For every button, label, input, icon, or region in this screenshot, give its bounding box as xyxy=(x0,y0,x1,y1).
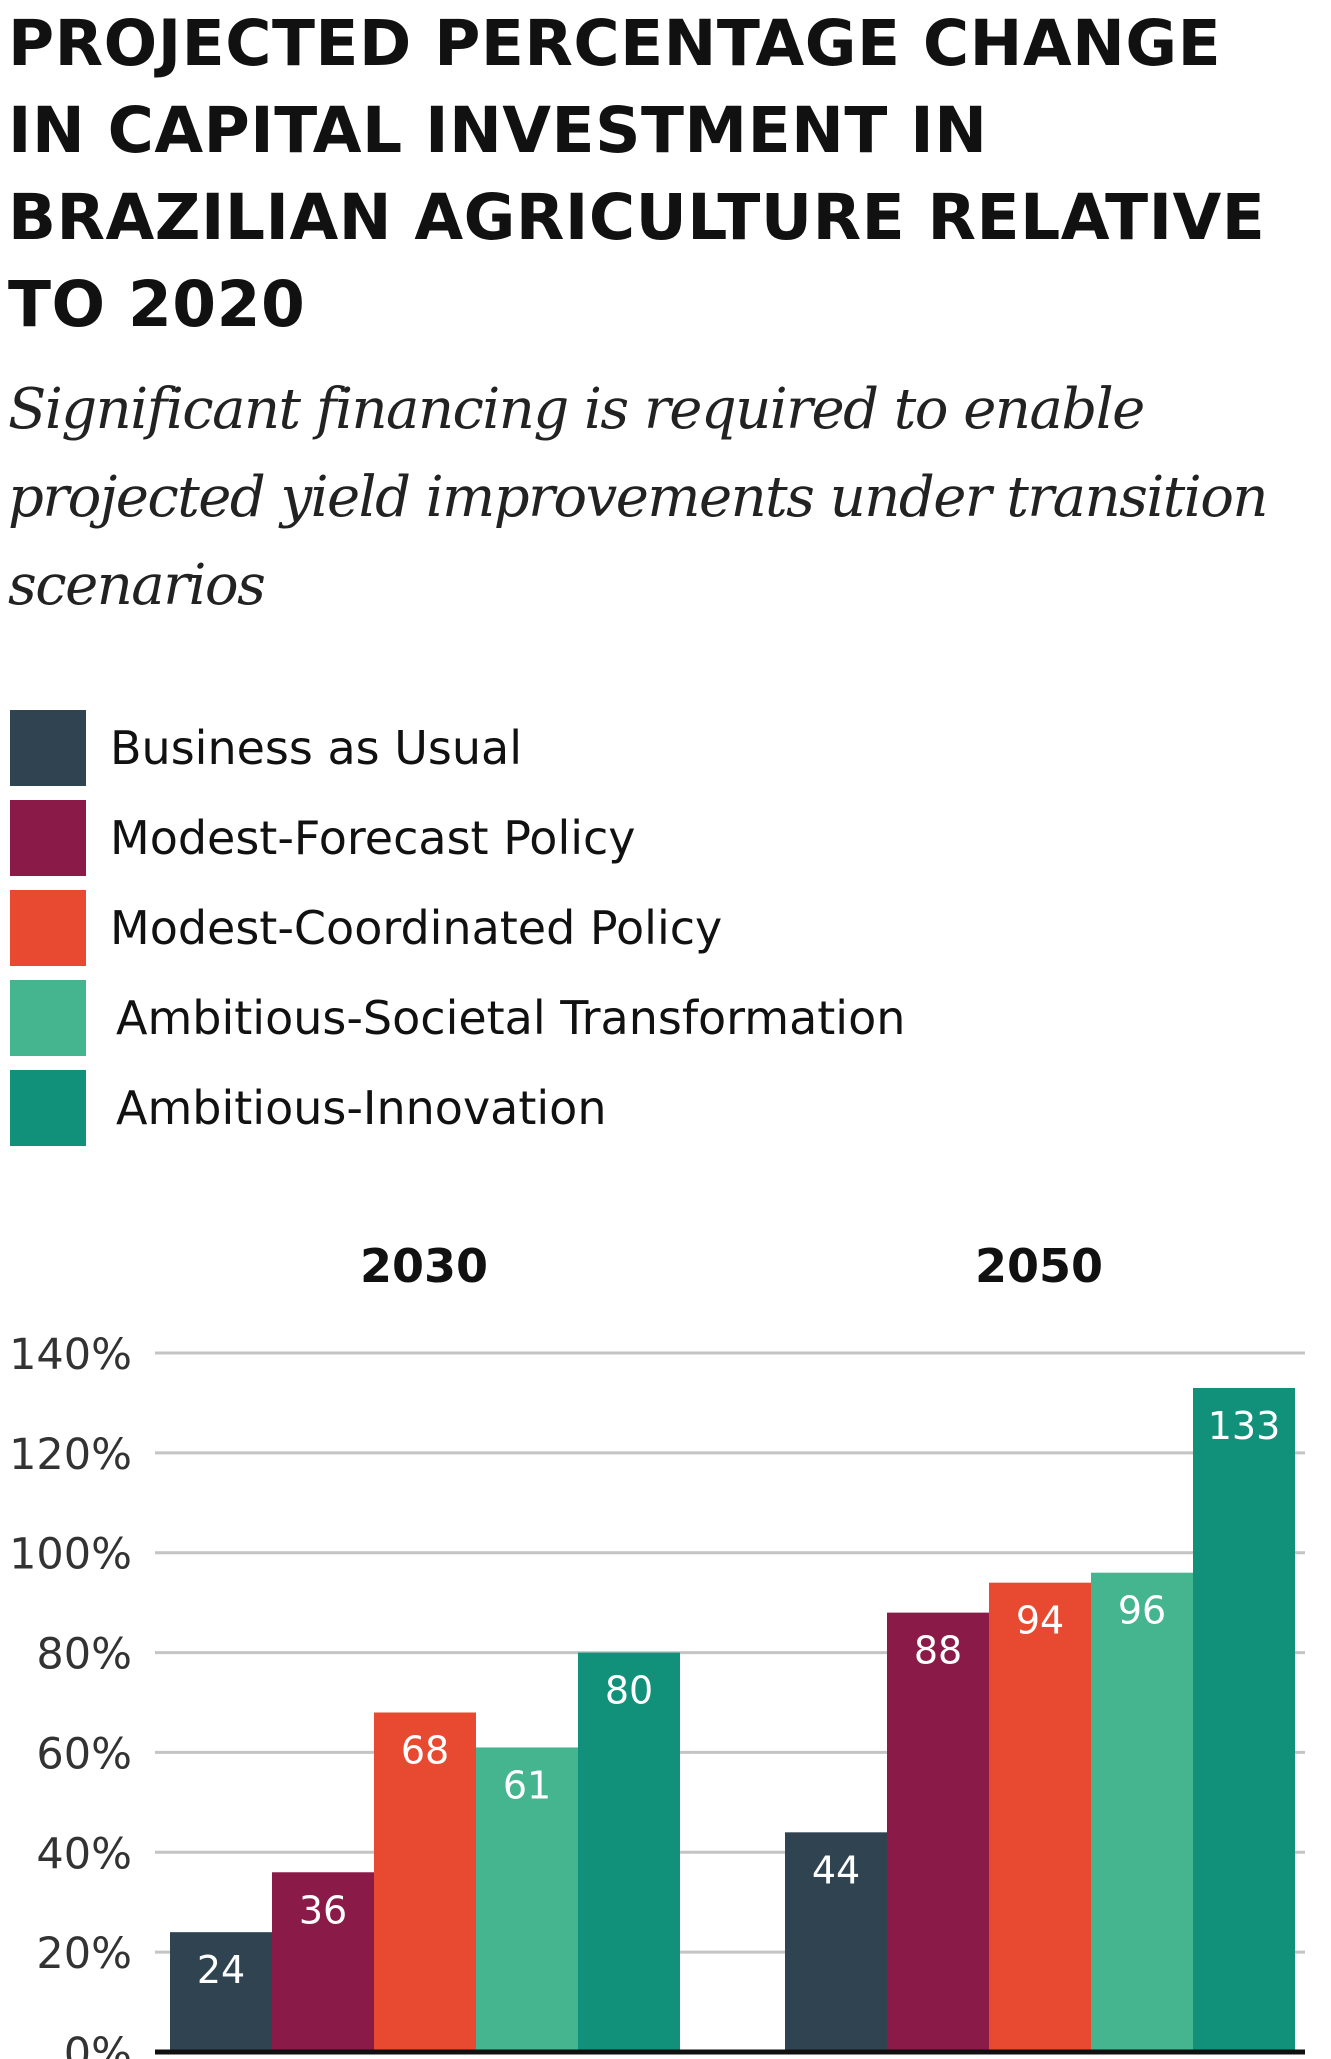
bar-value-label: 96 xyxy=(1118,1589,1166,1633)
y-tick-label: 120% xyxy=(9,1430,132,1480)
y-tick-label: 0% xyxy=(64,2029,132,2059)
legend-swatch xyxy=(10,1070,86,1146)
legend-item-business-as-usual: Business as Usual xyxy=(10,710,1210,786)
legend-item-ambitious-innovation: Ambitious-Innovation xyxy=(10,1070,1210,1146)
y-tick-label: 80% xyxy=(36,1630,132,1680)
chart-subtitle: Significant financing is required to ena… xyxy=(8,377,1268,618)
bar-value-label: 88 xyxy=(914,1629,962,1673)
legend-label: Modest-Coordinated Policy xyxy=(110,901,723,955)
y-tick-label: 140% xyxy=(9,1330,132,1380)
bar xyxy=(476,1747,578,2052)
legend-swatch xyxy=(10,710,86,786)
bar-value-label: 80 xyxy=(605,1669,653,1713)
legend-label: Modest-Forecast Policy xyxy=(110,811,636,865)
bar xyxy=(374,1712,476,2052)
bar xyxy=(578,1652,680,2052)
y-tick-label: 100% xyxy=(9,1530,132,1580)
group-label-2050: 2050 xyxy=(975,1239,1103,1293)
bar-value-label: 133 xyxy=(1208,1404,1281,1448)
bar xyxy=(785,1832,887,2052)
bar-value-label: 94 xyxy=(1016,1599,1064,1643)
bar xyxy=(887,1612,989,2052)
y-tick-label: 20% xyxy=(36,1929,132,1979)
group-label-2030: 2030 xyxy=(360,1239,488,1293)
y-tick-label: 60% xyxy=(36,1729,132,1779)
y-tick-label: 40% xyxy=(36,1829,132,1879)
legend-swatch xyxy=(10,980,86,1056)
chart-title: PROJECTED PERCENTAGE CHANGE IN CAPITAL I… xyxy=(8,7,1266,341)
bar-value-label: 68 xyxy=(401,1728,449,1772)
legend-item-ambitious-societal-transformation: Ambitious-Societal Transformation xyxy=(10,980,1210,1056)
bar xyxy=(272,1872,374,2052)
legend-label: Business as Usual xyxy=(110,721,523,775)
legend-swatch xyxy=(10,800,86,876)
legend-item-modest-forecast-policy: Modest-Forecast Policy xyxy=(10,800,1210,876)
legend-swatch xyxy=(10,890,86,966)
bar xyxy=(1091,1572,1193,2052)
bar-value-label: 44 xyxy=(812,1848,860,1892)
bar-value-label: 36 xyxy=(299,1888,347,1932)
bar xyxy=(989,1582,1091,2052)
bar-value-label: 24 xyxy=(197,1948,245,1992)
legend-label: Ambitious-Societal Transformation xyxy=(116,991,906,1045)
bar-value-label: 61 xyxy=(503,1763,551,1807)
bar xyxy=(170,1932,272,2052)
legend-item-modest-coordinated-policy: Modest-Coordinated Policy xyxy=(10,890,1210,966)
bar xyxy=(1193,1387,1295,2052)
legend-label: Ambitious-Innovation xyxy=(116,1081,607,1135)
